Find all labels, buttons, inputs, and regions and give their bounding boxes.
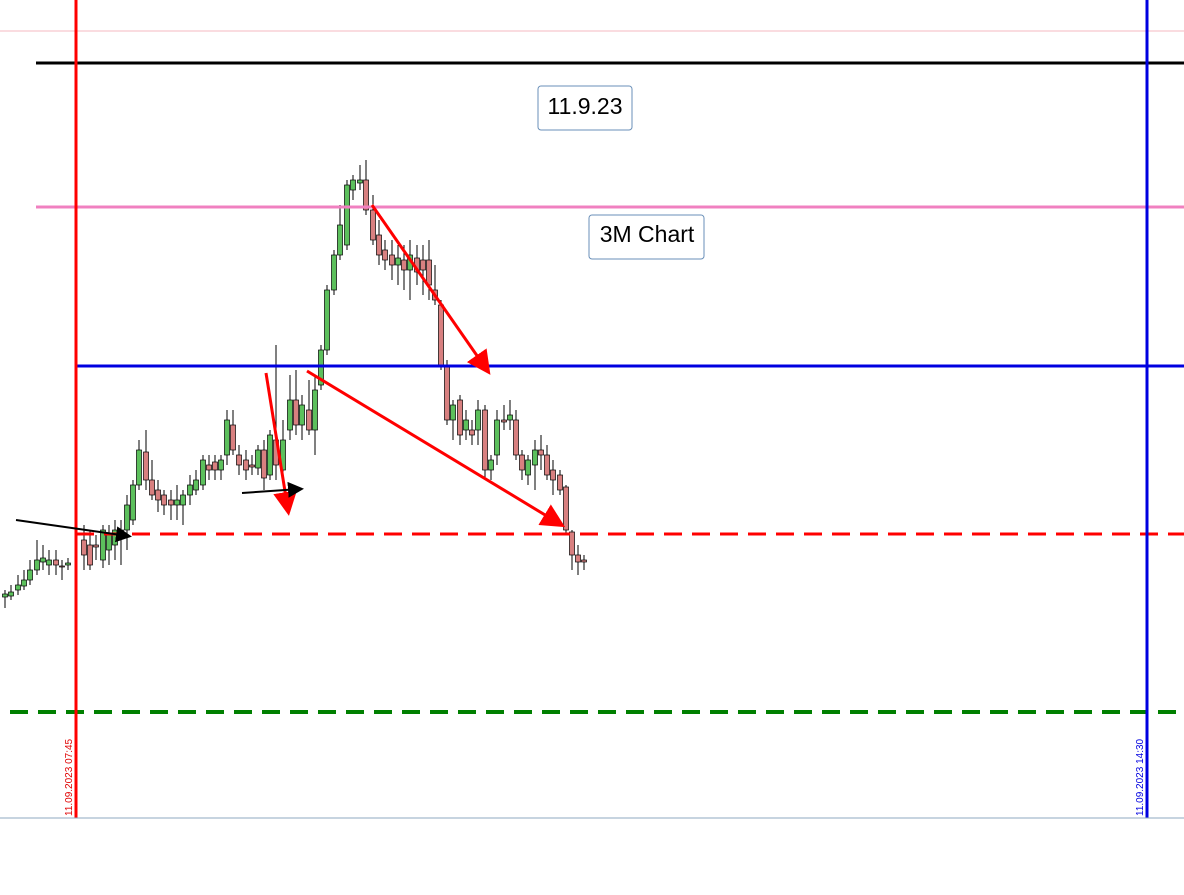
arrow — [370, 204, 491, 375]
candle-body — [463, 419, 469, 431]
candle-body — [53, 559, 59, 566]
candle-body — [206, 464, 212, 471]
candle-body — [299, 404, 305, 426]
candle-body — [482, 409, 488, 471]
candle-body — [34, 559, 40, 571]
candle-body — [40, 557, 46, 563]
candle-body — [438, 304, 444, 366]
candle-body — [112, 529, 118, 546]
candle-body — [525, 459, 531, 476]
candle-body — [212, 461, 218, 471]
candle-body — [401, 259, 407, 271]
candle-body — [575, 554, 581, 563]
candle-body — [395, 257, 401, 266]
arrow — [264, 372, 297, 516]
candle-body — [426, 259, 432, 286]
candle-body — [81, 539, 87, 556]
candle-body — [59, 565, 65, 568]
candle-body — [218, 459, 224, 471]
candle-body — [494, 419, 500, 456]
candle-body — [87, 544, 93, 566]
candle-body — [100, 529, 106, 561]
candle-body — [124, 504, 130, 531]
time-label: 11.09.2023 07:45 — [64, 738, 75, 816]
candle-body — [569, 531, 575, 556]
candle-body — [519, 454, 525, 471]
candle-body — [420, 259, 426, 271]
candle-body — [331, 254, 337, 291]
candle-body — [106, 534, 112, 551]
candle-body — [513, 419, 519, 456]
candle-body — [287, 399, 293, 431]
candle-body — [475, 409, 481, 431]
arrow — [306, 369, 566, 528]
candle-body — [46, 559, 52, 566]
candle-body — [306, 409, 312, 431]
candle-body — [312, 389, 318, 431]
candle-body — [65, 562, 71, 566]
candle-body — [357, 179, 363, 184]
candles — [2, 160, 587, 608]
candle-body — [350, 179, 356, 191]
candle-body — [143, 451, 149, 481]
candle-body — [193, 479, 199, 491]
candle-body — [544, 454, 550, 476]
candle-body — [450, 404, 456, 421]
candle-body — [363, 179, 369, 211]
candle-body — [563, 486, 569, 531]
candle-body — [557, 474, 563, 491]
candle-body — [136, 449, 142, 486]
candle-body — [27, 569, 33, 581]
candle-body — [255, 449, 261, 469]
candle-body — [501, 419, 507, 423]
time-label: 11.09.2023 14:30 — [1135, 738, 1146, 816]
candle-body — [15, 584, 21, 591]
candle-body — [370, 209, 376, 241]
candle-body — [161, 494, 167, 506]
candle-body — [457, 399, 463, 436]
candle-body — [93, 544, 99, 548]
candle-body — [200, 459, 206, 486]
arrow — [15, 519, 132, 543]
candle-body — [444, 364, 450, 421]
candle-body — [507, 414, 513, 421]
candle-body — [243, 459, 249, 471]
candle-body — [21, 579, 27, 587]
candle-body — [168, 499, 174, 506]
candle-body — [2, 593, 8, 598]
candle-body — [324, 289, 330, 351]
box-text: 11.9.23 — [547, 93, 622, 119]
candle-body — [389, 254, 395, 266]
candle-body — [155, 489, 161, 501]
candle-body — [488, 459, 494, 471]
candle-body — [261, 449, 267, 479]
candle-body — [187, 484, 193, 496]
candle-body — [230, 424, 236, 451]
label-box: 11.9.23 — [537, 85, 633, 131]
candle-body — [344, 184, 350, 246]
candle-body — [224, 419, 230, 456]
candle-body — [130, 484, 136, 521]
candle-body — [293, 399, 299, 426]
candle-body — [249, 464, 255, 468]
candle-body — [267, 434, 273, 476]
box-text: 3M Chart — [600, 221, 695, 247]
candle-body — [174, 499, 180, 506]
candle-body — [382, 249, 388, 261]
candle-body — [337, 224, 343, 256]
candle-body — [376, 234, 382, 256]
candle-body — [236, 454, 242, 466]
label-box: 3M Chart — [588, 214, 705, 260]
arrow — [241, 481, 304, 498]
candle-body — [180, 494, 186, 506]
candle-body — [469, 429, 475, 436]
candle-body — [581, 559, 587, 563]
candle-body — [550, 469, 556, 481]
candle-body — [532, 449, 538, 466]
candle-body — [149, 479, 155, 496]
candle-body — [8, 591, 14, 597]
candle-body — [538, 449, 544, 456]
